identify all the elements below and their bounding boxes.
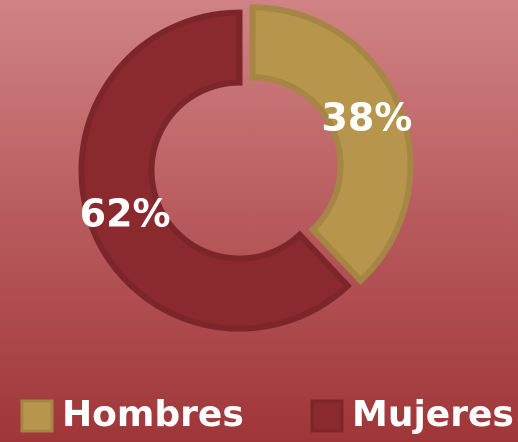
data-label: 38%: [321, 96, 412, 140]
legend-label: Mujeres: [352, 394, 514, 435]
donut-segment: [249, 4, 414, 285]
donut-segment: [78, 9, 352, 332]
data-label: 62%: [80, 191, 171, 235]
legend-swatch: [310, 399, 344, 433]
legend-swatch: [20, 399, 54, 433]
legend-label: Hombres: [62, 394, 244, 435]
